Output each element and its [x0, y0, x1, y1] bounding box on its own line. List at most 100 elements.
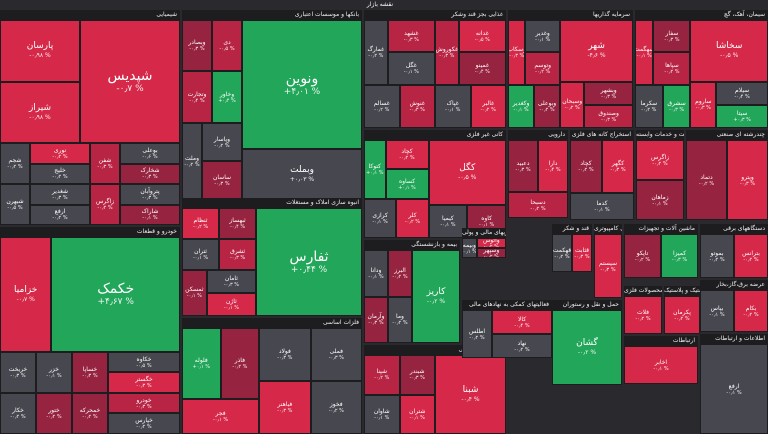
tile[interactable]: کچاد -۰٫۲ %: [385, 140, 429, 170]
tile[interactable]: فباهنر -۰٫۳ %: [259, 381, 311, 434]
tile[interactable]: ودانا -۰٫۱ %: [364, 250, 388, 297]
tile[interactable]: پکرمان -۰٫۲ %: [664, 296, 700, 334]
tile[interactable]: خکمک +۴٫۶۷ %: [51, 237, 180, 352]
tile[interactable]: سیتا +۰٫۳ %: [716, 104, 768, 128]
tile[interactable]: اخابر -۰٫۱ %: [624, 346, 698, 384]
tile[interactable]: سپاها -۰٫۲ %: [653, 52, 691, 85]
tile[interactable]: تاپکو -۰٫۲ %: [624, 234, 661, 278]
tile[interactable]: فاذر -۰٫۲ %: [220, 328, 260, 399]
tile[interactable]: فملی -۰٫۳ %: [310, 328, 362, 381]
tile[interactable]: کتوکا +۰٫۱ %: [364, 140, 386, 199]
tile[interactable]: وغدیر -۰٫۱ %: [525, 20, 561, 53]
tile[interactable]: غالبر -۰٫۲ %: [470, 84, 506, 128]
tile[interactable]: دتماد -۰٫۲ %: [686, 140, 727, 220]
tile[interactable]: دسبحا -۰٫۲ %: [508, 192, 568, 218]
tile[interactable]: وکغدیر -۰٫۱ %: [508, 84, 535, 128]
tile[interactable]: وسبحان -۰٫۲ %: [560, 81, 585, 128]
tile[interactable]: وتجارت -۰٫۴ %: [182, 71, 212, 123]
tile[interactable]: وتوسم -۰٫۲ %: [525, 52, 561, 85]
tile[interactable]: فجر -۰٫۱ %: [182, 398, 260, 434]
tile[interactable]: زماهان -۰٫۱ %: [636, 180, 684, 220]
tile[interactable]: قثابت -۰٫۳ %: [572, 234, 592, 272]
tile[interactable]: ثمسکن -۰٫۱ %: [182, 269, 207, 316]
tile[interactable]: ثاژن -۰٫۱ %: [206, 292, 257, 316]
tile[interactable]: وپترو -۰٫۳ %: [727, 140, 768, 220]
tile[interactable]: شفن -۰٫۳ %: [90, 143, 120, 184]
tile[interactable]: پارسان -۰٫۹۸ %: [0, 20, 80, 82]
tile[interactable]: سشرق -۰٫۳ %: [662, 84, 691, 128]
tile[interactable]: خمحرکه -۰٫۲ %: [72, 392, 108, 434]
tile[interactable]: ساروم -۰٫۳ %: [690, 81, 717, 128]
tile[interactable]: ختور -۰٫۲ %: [36, 392, 72, 434]
tile[interactable]: شبهرن -۰٫۵ %: [0, 184, 30, 225]
tile[interactable]: سخاشا -۰٫۵ %: [690, 20, 768, 82]
tile[interactable]: شاوان -۰٫۱ %: [364, 394, 400, 434]
tile[interactable]: شاراک -۰٫۱ %: [120, 204, 180, 225]
tile[interactable]: البرز -۰٫۲ %: [388, 250, 412, 297]
tile[interactable]: ارفع -۰٫۱ %: [700, 344, 768, 434]
tile[interactable]: کرازی -۰٫۱ %: [364, 198, 397, 238]
tile[interactable]: دارا -۰٫۴ %: [538, 140, 568, 192]
tile[interactable]: شجم -۰٫۲ %: [0, 143, 30, 184]
tile[interactable]: خزر -۰٫۱ %: [36, 351, 72, 393]
tile[interactable]: ثشرق -۰٫۳ %: [219, 238, 257, 270]
tile[interactable]: وبوعلی -۰٫۲ %: [534, 84, 561, 128]
tile[interactable]: وخاور +۰٫۴ %: [212, 71, 242, 123]
tile[interactable]: خکاوه -۰٫۵ %: [108, 351, 180, 373]
tile[interactable]: دعبید -۰٫۳ %: [508, 140, 538, 192]
tile[interactable]: قهکمت -۰٫۲ %: [552, 234, 572, 272]
tile[interactable]: وبیمه -۰٫۱ %: [462, 238, 477, 258]
tile[interactable]: نوری -۰٫۲ %: [30, 143, 90, 164]
tile[interactable]: وآرمان -۰٫۳ %: [364, 296, 388, 343]
tile[interactable]: خکار -۰٫۲ %: [0, 392, 36, 434]
tile[interactable]: بترانس -۰٫۲ %: [734, 234, 768, 278]
tile[interactable]: ثنظام -۰٫۲ %: [182, 208, 220, 239]
tile[interactable]: وپاسار -۰٫۲ %: [202, 122, 242, 162]
tile[interactable]: دی -۰٫۵ %: [212, 20, 242, 72]
tile[interactable]: زاگرس -۰٫۲ %: [90, 184, 120, 225]
tile[interactable]: خودرو -۰٫۳ %: [108, 392, 180, 414]
tile[interactable]: وسپهر -۰٫۲ %: [476, 248, 506, 258]
tile[interactable]: ارفع -۰٫۲ %: [30, 204, 90, 225]
tile[interactable]: خساپا -۰٫۳ %: [72, 351, 108, 393]
tile[interactable]: ثبهساز -۰٫۴ %: [219, 208, 257, 239]
tile[interactable]: کگل -۰٫۵ %: [428, 140, 506, 206]
tile[interactable]: کیمیا -۰٫۱ %: [428, 205, 468, 238]
tile[interactable]: اطلس -۰٫۲ %: [462, 310, 492, 358]
tile[interactable]: فلات -۰٫۲ %: [624, 296, 662, 334]
tile[interactable]: کدما -۰٫۱ %: [570, 193, 634, 220]
tile[interactable]: شخارک -۰٫۳ %: [120, 163, 180, 184]
tile[interactable]: غسالم -۰٫۲ %: [364, 84, 400, 128]
tile[interactable]: کالا -۰٫۴ %: [492, 310, 552, 334]
tile[interactable]: وسکاب -۰٫۳ %: [508, 20, 526, 85]
tile[interactable]: فلوله +۰٫۱ %: [182, 328, 221, 399]
tile[interactable]: شپدیس -۰٫۷ %: [80, 20, 180, 143]
tile[interactable]: وما -۰٫۲ %: [388, 296, 412, 343]
tile[interactable]: شغدیر -۰٫۳ %: [30, 184, 90, 205]
tile[interactable]: فولاد -۰٫۳ %: [259, 328, 311, 381]
tile[interactable]: نهاد -۰٫۲ %: [492, 334, 552, 358]
tile[interactable]: غگل -۰٫۱ %: [387, 52, 435, 85]
tile[interactable]: وبشهر -۰٫۳ %: [584, 81, 633, 105]
tile[interactable]: شتران -۰٫۱ %: [399, 394, 435, 434]
tile[interactable]: غمارگ -۰٫۲ %: [364, 20, 388, 85]
tile[interactable]: کگهر -۰٫۳ %: [602, 140, 634, 194]
tile[interactable]: وبصادر -۰٫۳ %: [182, 20, 212, 72]
tile[interactable]: خزامیا -۰٫۷ %: [0, 237, 52, 352]
tile[interactable]: ثامان -۰٫۳ %: [206, 269, 257, 293]
tile[interactable]: غمینو -۰٫۴ %: [458, 52, 506, 85]
tile[interactable]: غنوش -۰٫۳ %: [399, 84, 435, 128]
tile[interactable]: شیراز -۰٫۹۸ %: [0, 81, 80, 143]
tile[interactable]: خریخت -۰٫۳ %: [0, 351, 36, 393]
tile[interactable]: کاریز -۰٫۲ %: [412, 250, 460, 343]
tile[interactable]: پتروآبان -۰٫۳ %: [120, 184, 180, 205]
tile[interactable]: غپاک -۰٫۱ %: [435, 84, 471, 128]
tile[interactable]: کمیزا -۰٫۳ %: [661, 234, 698, 278]
tile[interactable]: کچاد -۰٫۲ %: [570, 140, 602, 194]
tile[interactable]: بموتو -۰٫۲ %: [700, 234, 734, 278]
tile[interactable]: سیستم -۰٫۳ %: [594, 234, 622, 298]
tile[interactable]: زاگرس -۰٫۲ %: [636, 140, 684, 180]
tile[interactable]: سکرما -۰٫۲ %: [635, 84, 663, 128]
tile[interactable]: شپنا -۰٫۲ %: [364, 355, 400, 395]
tile[interactable]: خگستر -۰٫۳ %: [108, 372, 180, 393]
